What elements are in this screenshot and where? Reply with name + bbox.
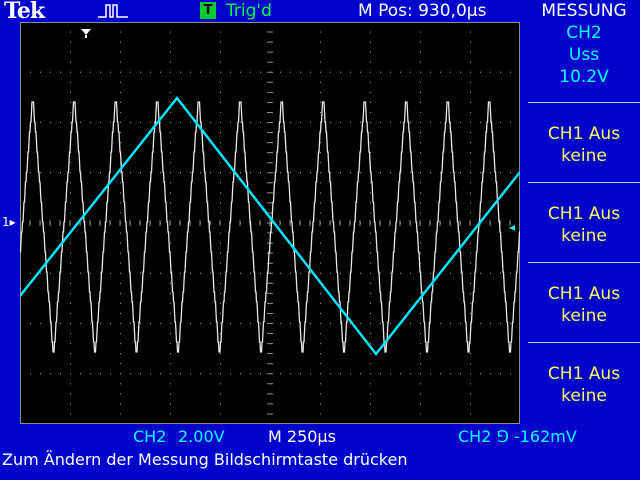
measure-source: CH1 Aus [547,204,621,224]
measure-slot-5[interactable]: CH1 Aus keine [528,342,640,420]
horizontal-position: M Pos: 930,0µs [358,1,487,21]
measure-slot-1[interactable]: CH2 Uss 10.2V [528,22,640,100]
trigger-position-icon [80,24,92,43]
measure-value: 10.2V [559,67,609,87]
measure-slot-4[interactable]: CH1 Aus keine [528,262,640,340]
graticule-center-ticks [20,22,520,415]
acquisition-pulse-icon [98,3,128,23]
measure-source: CH1 Aus [547,124,621,144]
measure-slot-3[interactable]: CH1 Aus keine [528,182,640,260]
measure-type: keine [561,306,607,326]
waveform-display [20,22,520,424]
menu-title: MESSUNG [541,1,627,21]
ch1-ground-marker: 1▸ [2,215,16,229]
status-bar: CH2 2.00V M 250µs CH2 ⅁ -162mV [0,426,640,448]
ch1-trace [20,101,520,353]
measure-type: keine [561,226,607,246]
channel-label: CH2 [133,427,167,446]
measure-source: CH2 [566,23,602,43]
ch2-ground-marker: ◂ [509,220,516,234]
trigger-readout: CH2 ⅁ -162mV [458,427,577,446]
tek-logo: Tek [4,0,45,24]
waveform-graticule [20,22,520,424]
volts-per-div: 2.00V [178,427,225,446]
trigger-badge: T [200,2,216,19]
timebase: M 250µs [268,427,336,446]
measure-source: CH1 Aus [547,284,621,304]
header-bar: Tek T Trig'd M Pos: 930,0µs MESSUNG [0,0,640,24]
measure-type: Uss [568,45,600,65]
hint-text: Zum Ändern der Messung Bildschirmtaste d… [2,450,408,469]
trigger-status: Trig'd [226,1,272,21]
measure-menu: CH2 Uss 10.2V CH1 Aus keine CH1 Aus kein… [528,22,640,424]
measure-slot-2[interactable]: CH1 Aus keine [528,102,640,180]
measure-type: keine [561,386,607,406]
measure-source: CH1 Aus [547,364,621,384]
ch2-trace [20,95,520,357]
measure-type: keine [561,146,607,166]
